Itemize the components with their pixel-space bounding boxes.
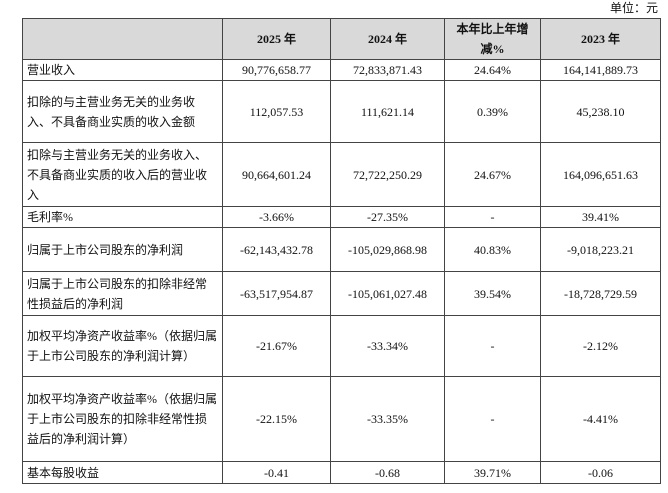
value-cell: 164,141,889.73 — [540, 59, 661, 81]
unit-label: 单位：元 — [609, 1, 658, 15]
table-row: 基本每股收益 -0.41 -0.68 39.71% -0.06 — [22, 461, 661, 484]
header-cell: 2025 年 — [222, 18, 331, 60]
value-cell: 24.67% — [444, 142, 541, 207]
value-cell: 45,238.10 — [540, 80, 661, 143]
value-cell: -9,018,223.21 — [540, 227, 661, 272]
value-cell: -27.35% — [330, 206, 445, 228]
row-label: 归属于上市公司股东的净利润 — [22, 227, 223, 272]
value-cell: -21.67% — [222, 315, 331, 377]
value-cell: -22.15% — [222, 376, 331, 462]
value-cell: - — [444, 315, 541, 377]
header-cell — [22, 18, 223, 60]
row-label: 基本每股收益 — [22, 461, 223, 484]
value-cell: -2.12% — [540, 315, 661, 377]
value-cell: -18,728,729.59 — [540, 271, 661, 316]
value-cell: - — [444, 206, 541, 228]
value-cell: 40.83% — [444, 227, 541, 272]
value-cell: -4.41% — [540, 376, 661, 462]
table-row: 归属于上市公司股东的扣除非经常性损益后的净利润 -63,517,954.87 -10… — [22, 271, 661, 316]
value-cell: -105,029,868.98 — [330, 227, 445, 272]
table-row: 加权平均净资产收益率%（依据归属于上市公司股东的净利润计算） -21.67% -33… — [22, 315, 661, 377]
value-cell: -62,143,432.78 — [222, 227, 331, 272]
value-cell: 39.41% — [540, 206, 661, 228]
value-cell: -0.41 — [222, 461, 331, 484]
value-cell: -0.06 — [540, 461, 661, 484]
financial-table: 2025 年 2024 年本年比上年增减% 2023 年 营业收入 90,776,65… — [22, 18, 661, 484]
header-cell: 2023 年 — [540, 18, 661, 60]
row-label: 归属于上市公司股东的扣除非经常性损益后的净利润 — [22, 271, 223, 316]
value-cell: 72,833,871.43 — [330, 59, 445, 81]
value-cell: 39.54% — [444, 271, 541, 316]
value-cell: 0.39% — [444, 80, 541, 143]
row-label: 扣除与主营业务无关的业务收入、不具备商业实质的收入后的营业收入 — [22, 142, 223, 207]
value-cell: -3.66% — [222, 206, 331, 228]
value-cell: 111,621.14 — [330, 80, 445, 143]
value-cell: - — [444, 376, 541, 462]
value-cell: -33.35% — [330, 376, 445, 462]
value-cell: 24.64% — [444, 59, 541, 81]
row-label: 营业收入 — [22, 59, 223, 81]
row-label: 毛利率% — [22, 206, 223, 228]
row-label: 扣除的与主营业务无关的业务收入、不具备商业实质的收入金额 — [22, 80, 223, 143]
value-cell: -63,517,954.87 — [222, 271, 331, 316]
table-row: 归属于上市公司股东的净利润 -62,143,432.78 -105,029,868.… — [22, 227, 661, 272]
value-cell: -0.68 — [330, 461, 445, 484]
header-cell: 2024 年 — [330, 18, 445, 60]
value-cell: 164,096,651.63 — [540, 142, 661, 207]
table-row: 扣除的与主营业务无关的业务收入、不具备商业实质的收入金额 112,057.53 11… — [22, 80, 661, 143]
value-cell: -33.34% — [330, 315, 445, 377]
header-row: 2025 年 2024 年本年比上年增减% 2023 年 — [22, 18, 661, 60]
row-label: 加权平均净资产收益率%（依据归属于上市公司股东的净利润计算） — [22, 315, 223, 377]
value-cell: 90,776,658.77 — [222, 59, 331, 81]
value-cell: 90,664,601.24 — [222, 142, 331, 207]
value-cell: -105,061,027.48 — [330, 271, 445, 316]
table-row: 营业收入 90,776,658.77 72,833,871.43 24.64% 164,… — [22, 59, 661, 81]
table-row: 毛利率% -3.66% -27.35% -39.41% — [22, 206, 661, 228]
value-cell: 72,722,250.29 — [330, 142, 445, 207]
header-cell: 本年比上年增减% — [444, 18, 541, 60]
table-row: 加权平均净资产收益率%（依据归属于上市公司股东的扣除非经常性损益后的净利润计算）… — [22, 376, 661, 462]
value-cell: 39.71% — [444, 461, 541, 484]
value-cell: 112,057.53 — [222, 80, 331, 143]
table-row: 扣除与主营业务无关的业务收入、不具备商业实质的收入后的营业收入 90,664,60… — [22, 142, 661, 207]
row-label: 加权平均净资产收益率%（依据归属于上市公司股东的扣除非经常性损益后的净利润计算） — [22, 376, 223, 462]
